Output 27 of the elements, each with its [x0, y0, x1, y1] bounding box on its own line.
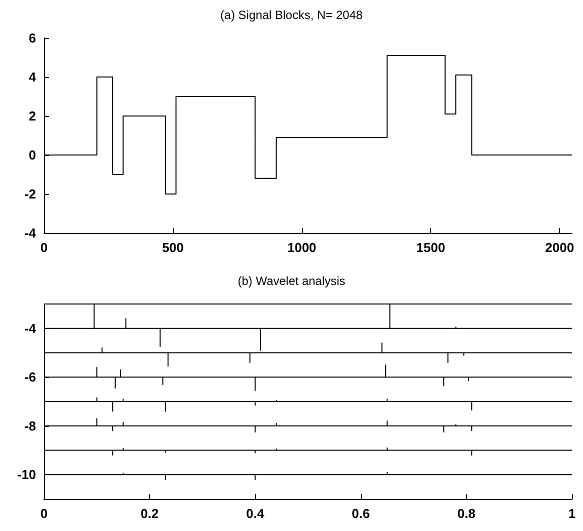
y-tick-label: -8: [24, 418, 36, 434]
line-series: [44, 397, 572, 412]
line-series: [44, 447, 572, 456]
x-tick-label: 0.2: [140, 506, 159, 521]
y-tick-label: 0: [28, 148, 36, 162]
y-tick-label: 4: [28, 70, 37, 84]
x-tick-label: 1000: [287, 240, 316, 255]
y-tick-label: 6: [28, 30, 36, 46]
x-tick-label: 1500: [416, 240, 446, 255]
line-series: [44, 342, 572, 367]
x-tick-label: 2000: [545, 240, 574, 255]
x-tick-label: 0.6: [352, 506, 370, 521]
line-series: [44, 472, 572, 480]
y-tick-label: -4: [24, 226, 37, 240]
y-tick-label: -10: [17, 467, 36, 482]
x-tick-label: 0: [40, 506, 48, 521]
y-tick-label: -6: [24, 370, 36, 385]
x-tick-label: 0.4: [246, 506, 266, 521]
chart-title: (a) Signal Blocks, N= 2048: [220, 8, 364, 22]
x-tick-label: 500: [162, 240, 184, 255]
y-tick-label: -4: [24, 320, 37, 336]
y-tick-label: 2: [28, 108, 36, 124]
x-tick-label: 0: [40, 240, 48, 255]
x-tick-label: 0.8: [457, 506, 476, 521]
x-tick-label: 1: [568, 506, 576, 521]
y-tick-label: -2: [24, 186, 36, 202]
chart-title: (b) Wavelet analysis: [238, 274, 346, 288]
